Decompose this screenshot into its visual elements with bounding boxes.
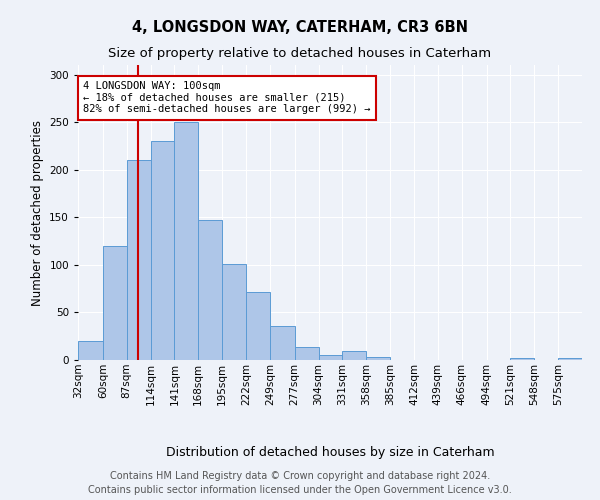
Bar [511, 358, 534, 360]
Bar [319, 355, 343, 360]
Bar [127, 160, 151, 360]
Bar [175, 122, 198, 360]
Bar [246, 292, 270, 360]
Bar [366, 357, 390, 360]
Text: 4, LONGSDON WAY, CATERHAM, CR3 6BN: 4, LONGSDON WAY, CATERHAM, CR3 6BN [132, 20, 468, 35]
Bar [103, 246, 127, 360]
Text: Contains HM Land Registry data © Crown copyright and database right 2024.
Contai: Contains HM Land Registry data © Crown c… [88, 471, 512, 495]
Text: 4 LONGSDON WAY: 100sqm
← 18% of detached houses are smaller (215)
82% of semi-de: 4 LONGSDON WAY: 100sqm ← 18% of detached… [83, 81, 371, 114]
Text: Distribution of detached houses by size in Caterham: Distribution of detached houses by size … [166, 446, 494, 459]
Y-axis label: Number of detached properties: Number of detached properties [31, 120, 44, 306]
Bar [151, 141, 175, 360]
Bar [78, 341, 103, 360]
Bar [558, 358, 582, 360]
Bar [222, 264, 246, 360]
Bar [198, 220, 222, 360]
Bar [270, 326, 295, 360]
Text: Size of property relative to detached houses in Caterham: Size of property relative to detached ho… [109, 48, 491, 60]
Bar [343, 352, 366, 360]
Bar [295, 346, 319, 360]
